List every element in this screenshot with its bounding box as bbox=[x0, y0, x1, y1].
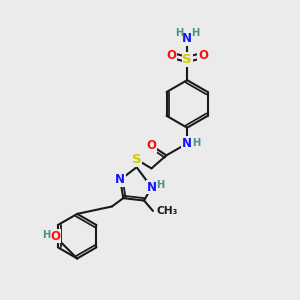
Text: N: N bbox=[115, 173, 125, 186]
Text: N: N bbox=[182, 32, 192, 45]
Text: S: S bbox=[182, 53, 192, 66]
Text: N: N bbox=[146, 181, 157, 194]
Text: H: H bbox=[42, 230, 51, 240]
Text: O: O bbox=[146, 139, 157, 152]
Text: H: H bbox=[192, 138, 200, 148]
Text: S: S bbox=[132, 153, 141, 166]
Text: O: O bbox=[167, 49, 176, 62]
Text: N: N bbox=[182, 137, 192, 150]
Text: H: H bbox=[156, 180, 164, 190]
Text: H: H bbox=[175, 28, 183, 38]
Text: H: H bbox=[191, 28, 200, 38]
Text: O: O bbox=[198, 49, 208, 62]
Text: CH₃: CH₃ bbox=[157, 206, 178, 216]
Text: O: O bbox=[50, 230, 60, 243]
